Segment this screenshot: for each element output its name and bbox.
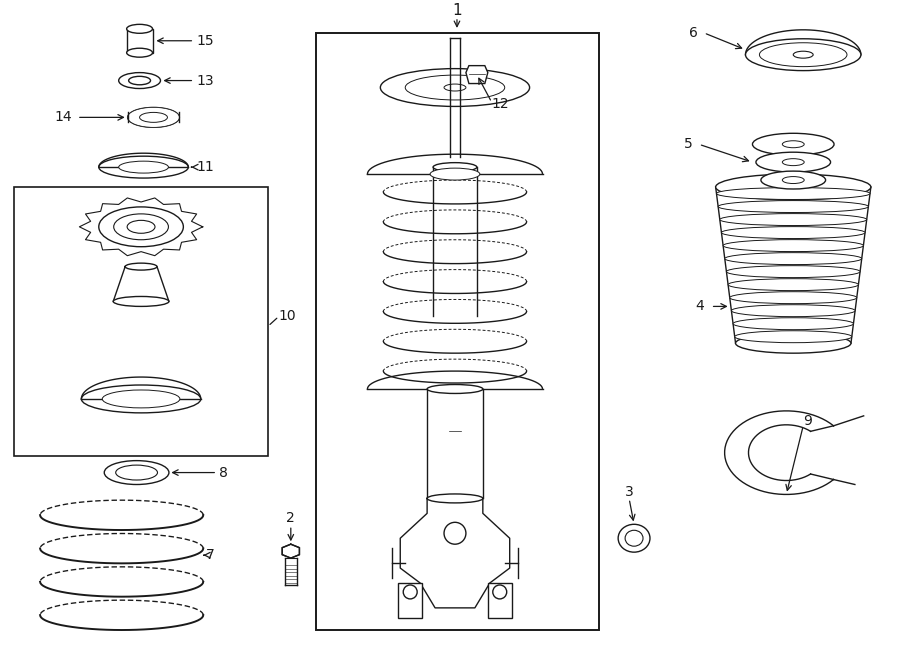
Ellipse shape: [716, 174, 871, 200]
Ellipse shape: [127, 48, 152, 58]
Ellipse shape: [129, 76, 150, 85]
Text: 6: 6: [688, 26, 698, 40]
Ellipse shape: [716, 188, 870, 200]
Ellipse shape: [723, 240, 863, 252]
Text: 14: 14: [54, 110, 72, 124]
Bar: [399, 583, 422, 618]
Ellipse shape: [113, 297, 169, 307]
Text: 2: 2: [286, 512, 295, 525]
Ellipse shape: [793, 51, 814, 58]
Ellipse shape: [119, 73, 160, 89]
Ellipse shape: [732, 305, 855, 317]
Ellipse shape: [103, 390, 180, 408]
Ellipse shape: [116, 465, 158, 480]
Ellipse shape: [718, 200, 868, 213]
Ellipse shape: [430, 168, 480, 180]
Ellipse shape: [726, 266, 860, 278]
Polygon shape: [466, 65, 488, 83]
Ellipse shape: [127, 24, 152, 33]
Text: 11: 11: [196, 160, 214, 174]
Polygon shape: [283, 544, 300, 558]
Ellipse shape: [405, 75, 505, 100]
Circle shape: [403, 585, 418, 599]
Ellipse shape: [782, 159, 805, 166]
Ellipse shape: [433, 163, 477, 172]
Ellipse shape: [428, 385, 482, 393]
Circle shape: [444, 522, 466, 544]
Ellipse shape: [735, 333, 851, 353]
Ellipse shape: [81, 385, 201, 413]
Ellipse shape: [128, 108, 179, 128]
Text: 7: 7: [206, 548, 215, 562]
Ellipse shape: [104, 461, 169, 485]
Ellipse shape: [140, 112, 167, 122]
Text: 15: 15: [196, 34, 214, 48]
Ellipse shape: [745, 39, 861, 71]
Ellipse shape: [113, 214, 168, 240]
Ellipse shape: [722, 227, 865, 239]
Polygon shape: [400, 498, 509, 608]
Polygon shape: [113, 266, 169, 301]
Ellipse shape: [99, 156, 188, 178]
Text: 3: 3: [625, 485, 634, 500]
Polygon shape: [79, 198, 202, 256]
Ellipse shape: [724, 253, 861, 264]
Ellipse shape: [760, 171, 825, 189]
Text: 5: 5: [684, 137, 693, 151]
Text: 1: 1: [452, 3, 462, 19]
Ellipse shape: [128, 108, 179, 128]
Ellipse shape: [734, 330, 851, 342]
Text: 9: 9: [803, 414, 812, 428]
Ellipse shape: [444, 84, 466, 91]
Ellipse shape: [734, 318, 853, 330]
Ellipse shape: [381, 69, 529, 106]
Bar: [127, 29, 152, 53]
Ellipse shape: [618, 524, 650, 552]
Ellipse shape: [119, 161, 168, 173]
Ellipse shape: [756, 152, 831, 172]
Text: 4: 4: [696, 299, 705, 313]
Ellipse shape: [127, 220, 155, 233]
Ellipse shape: [720, 214, 867, 225]
Bar: [488, 583, 512, 618]
Ellipse shape: [99, 207, 184, 247]
Ellipse shape: [728, 279, 859, 291]
Circle shape: [493, 585, 507, 599]
Text: 13: 13: [196, 73, 214, 87]
Ellipse shape: [125, 263, 157, 270]
Ellipse shape: [782, 176, 805, 184]
Text: 8: 8: [220, 465, 228, 480]
Bar: [316, 33, 599, 630]
Text: 10: 10: [279, 309, 296, 323]
Bar: [14, 187, 268, 455]
Text: 12: 12: [491, 97, 509, 112]
Ellipse shape: [752, 134, 834, 155]
Ellipse shape: [428, 494, 482, 503]
Ellipse shape: [626, 530, 643, 546]
Ellipse shape: [782, 141, 805, 147]
Ellipse shape: [730, 292, 857, 303]
Ellipse shape: [760, 43, 847, 67]
